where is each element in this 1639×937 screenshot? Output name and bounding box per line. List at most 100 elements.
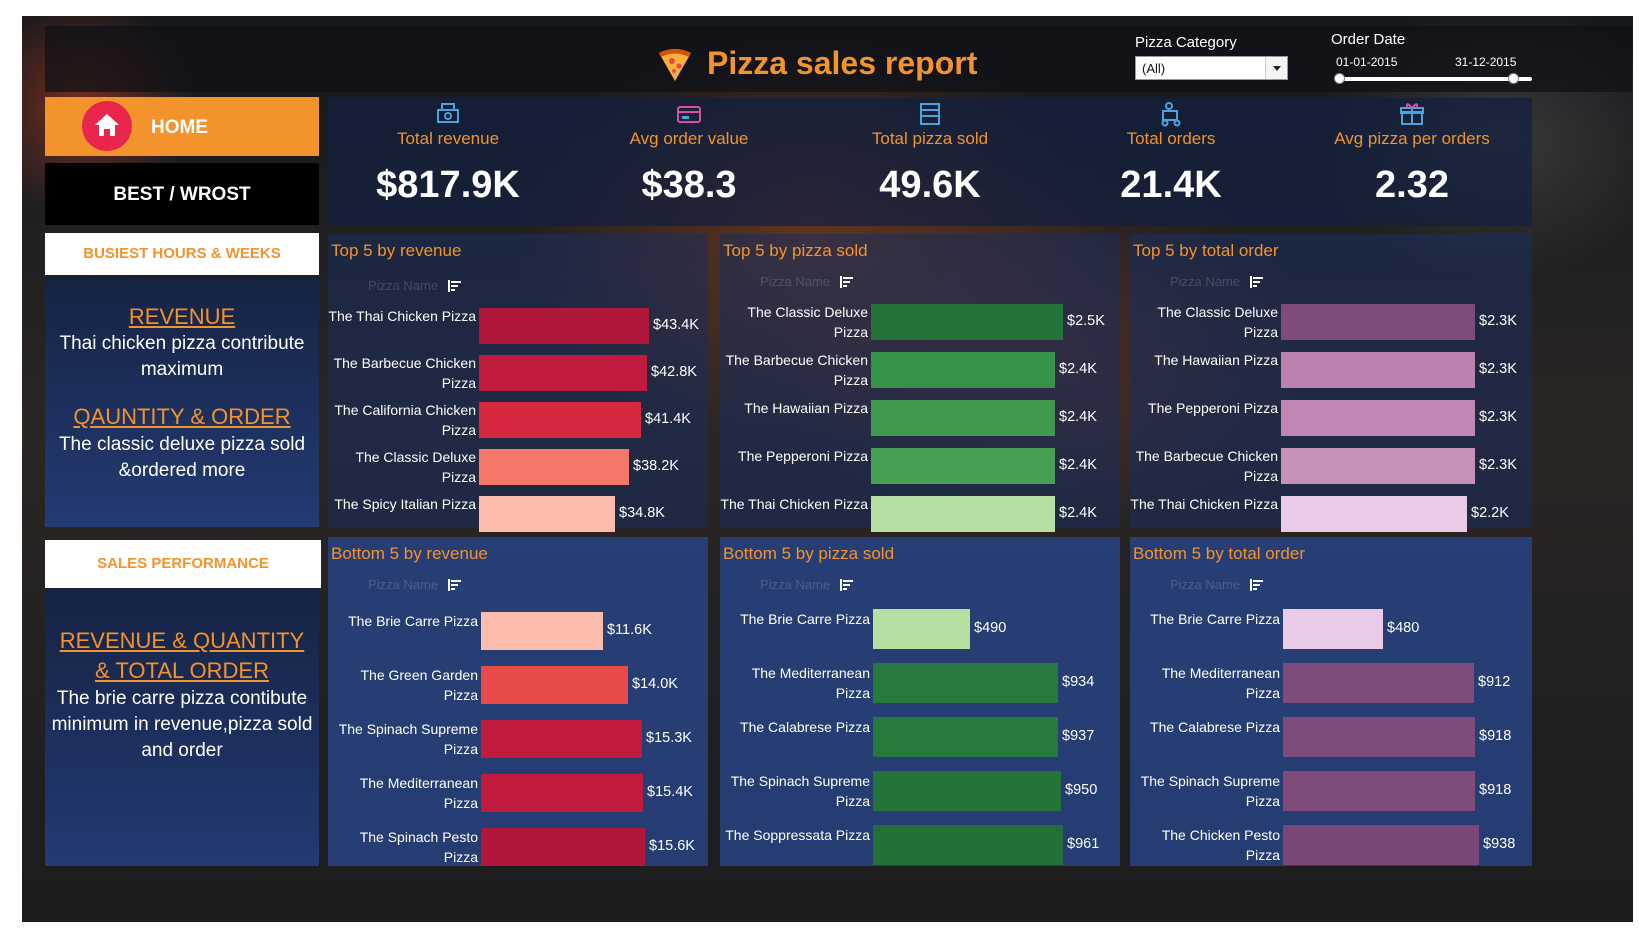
bar[interactable] [873, 771, 1061, 811]
bar[interactable] [1283, 609, 1383, 649]
sort-icon[interactable] [448, 280, 462, 292]
bar-label: The Barbecue Chicken Pizza [333, 355, 476, 391]
chevron-down-icon[interactable] [1265, 57, 1287, 79]
bar[interactable] [481, 774, 643, 812]
home-button[interactable]: HOME [45, 97, 319, 156]
sales-performance-header[interactable]: SALES PERFORMANCE [45, 540, 321, 588]
bar[interactable] [481, 666, 628, 704]
bar-label: The Pepperoni Pizza [738, 448, 868, 464]
bar[interactable] [871, 304, 1063, 340]
axis-header-pizza-name: Pizza Name [760, 577, 831, 592]
sort-icon[interactable] [840, 276, 854, 288]
kpi-value: $817.9K [376, 164, 520, 206]
kpi-label: Avg pizza per orders [1334, 129, 1490, 148]
chart-panel-bottom-5-by-pizza-sold: Bottom 5 by pizza sold Pizza Name The Brie… [720, 537, 1120, 866]
bar-value-label: $938 [1483, 836, 1516, 852]
performance-insight-panel: REVENUE & QUANTITY & TOTAL ORDER The bri… [45, 588, 319, 866]
kpi-total-pizza-sold: Total pizza sold 49.6K [810, 98, 1050, 226]
bar-label: The Brie Carre Pizza [348, 613, 478, 629]
chart-title: Bottom 5 by revenue [331, 544, 488, 563]
bar-label: The Classic Deluxe Pizza [747, 304, 868, 340]
chart-panel-top-5-by-revenue: Top 5 by revenue Pizza Name The Thai Chick… [328, 234, 708, 532]
bar[interactable] [1281, 448, 1475, 484]
bar-value-label: $15.6K [649, 838, 695, 854]
sort-icon[interactable] [840, 579, 854, 591]
bar[interactable] [479, 449, 629, 485]
bar-value-label: $2.3K [1479, 313, 1517, 329]
category-filter-label: Pizza Category [1135, 34, 1237, 51]
date-end: 31-12-2015 [1455, 55, 1517, 69]
bar-label: The Soppressata Pizza [725, 827, 870, 843]
bar[interactable] [871, 400, 1055, 436]
kpi-label: Total orders [1126, 129, 1216, 148]
axis-header-pizza-name: Pizza Name [1170, 577, 1241, 592]
bar-value-label: $42.8K [651, 364, 697, 380]
bar[interactable] [1283, 771, 1475, 811]
bar[interactable] [1281, 400, 1475, 436]
bar[interactable] [481, 720, 642, 758]
bar-value-label: $2.4K [1059, 409, 1097, 425]
kpi-value: 21.4K [1120, 164, 1222, 206]
bar[interactable] [481, 828, 645, 866]
bar[interactable] [873, 717, 1058, 757]
title-group: Pizza sales report [655, 43, 977, 83]
kpi-label: Total pizza sold [871, 129, 989, 148]
date-start: 01-01-2015 [1336, 55, 1398, 69]
pizza-slice-icon [659, 49, 691, 81]
sort-icon[interactable] [1250, 276, 1264, 288]
bar-value-label: $14.0K [632, 676, 678, 692]
bar[interactable] [1281, 352, 1475, 388]
bar[interactable] [873, 825, 1063, 865]
date-slider-start-handle[interactable] [1334, 73, 1345, 84]
bar-label: The Barbecue Chicken Pizza [1135, 448, 1278, 484]
bar[interactable] [481, 612, 603, 650]
date-slider-track[interactable] [1338, 77, 1532, 81]
bar[interactable] [479, 308, 649, 344]
bar[interactable] [871, 496, 1055, 532]
bar[interactable] [479, 496, 615, 532]
kpi-total-revenue: Total revenue $817.9K [328, 98, 568, 226]
chart-title: Bottom 5 by total order [1133, 544, 1305, 563]
bar[interactable] [1283, 717, 1475, 757]
bar[interactable] [479, 402, 641, 438]
bar-label: The Thai Chicken Pizza [720, 496, 868, 512]
bar-value-label: $2.5K [1067, 313, 1105, 329]
kpi-value: 49.6K [879, 164, 981, 206]
busiest-hours-header[interactable]: BUSIEST HOURS & WEEKS [45, 233, 319, 275]
bar-value-label: $43.4K [653, 317, 699, 333]
revenue-insight-heading: REVENUE [128, 304, 236, 329]
sort-icon[interactable] [1250, 579, 1264, 591]
sort-icon[interactable] [448, 579, 462, 591]
chart-title: Top 5 by total order [1133, 241, 1279, 260]
bar-value-label: $34.8K [619, 505, 665, 521]
bar-label: The California Chicken Pizza [334, 402, 476, 438]
bar[interactable] [1283, 825, 1479, 865]
bar-value-label: $11.6K [607, 622, 652, 638]
chart-panel-bottom-5-by-revenue: Bottom 5 by revenue Pizza Name The Brie Ca… [328, 537, 708, 866]
bar[interactable] [871, 448, 1055, 484]
bar[interactable] [873, 609, 970, 649]
bar-label: The Mediterranean Pizza [751, 665, 870, 701]
date-filter-label: Order Date [1331, 31, 1406, 48]
dashboard-canvas: Pizza sales report Pizza Category (All) … [22, 16, 1633, 922]
page-title: Pizza sales report [707, 44, 978, 81]
bar-label: The Pepperoni Pizza [1148, 400, 1278, 416]
category-select-value: (All) [1142, 61, 1166, 76]
header-bar: Pizza sales report [45, 26, 1632, 92]
bar[interactable] [1281, 304, 1475, 340]
busiest-insight-panel: REVENUE Thai chicken pizza contribute ma… [45, 278, 319, 527]
bar[interactable] [1283, 663, 1474, 703]
bar[interactable] [1281, 496, 1467, 532]
bar-value-label: $490 [974, 620, 1007, 636]
bar-label: The Brie Carre Pizza [1150, 611, 1280, 627]
best-worst-button[interactable]: BEST / WROST [45, 163, 319, 225]
bar[interactable] [873, 663, 1058, 703]
best-worst-button-label: BEST / WROST [113, 184, 251, 205]
bar[interactable] [479, 355, 647, 391]
date-slider-end-handle[interactable] [1508, 73, 1519, 84]
bar-value-label: $2.4K [1059, 505, 1097, 521]
category-select[interactable]: (All) [1135, 56, 1288, 80]
bar[interactable] [871, 352, 1055, 388]
bar-value-label: $2.3K [1479, 409, 1517, 425]
performance-insight-text: The brie carre pizza contibute minimum i… [51, 688, 313, 761]
